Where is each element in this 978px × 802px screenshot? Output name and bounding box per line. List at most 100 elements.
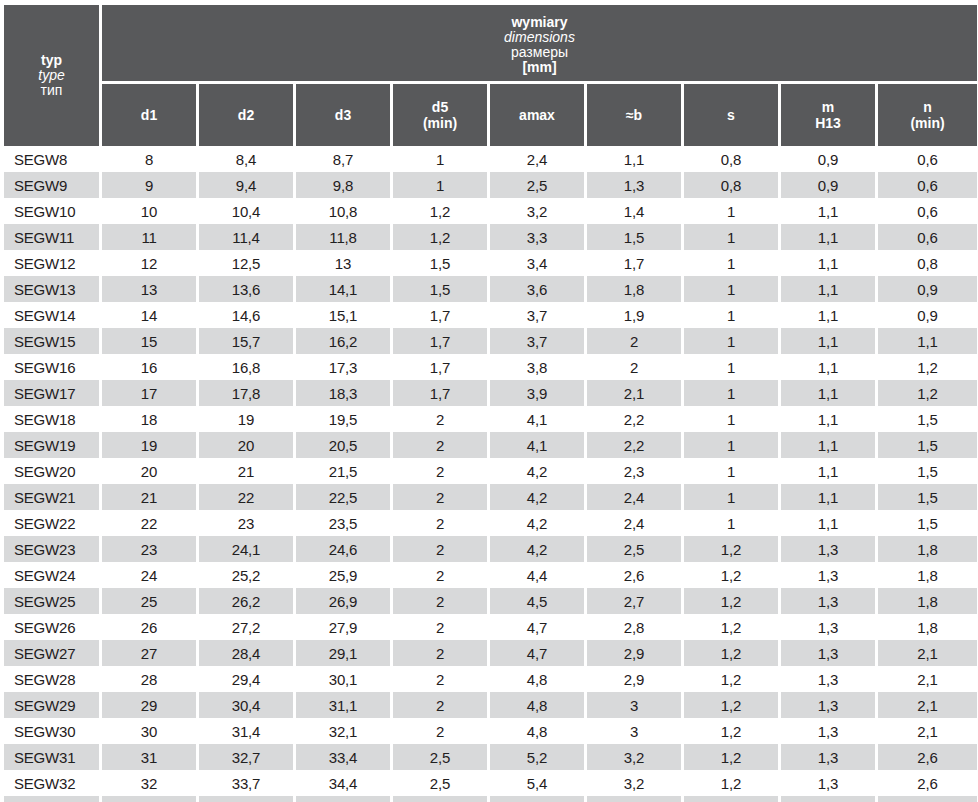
value-cell: 29,1: [293, 640, 390, 666]
value-cell: 1,5: [875, 432, 977, 458]
value-cell: 4,8: [487, 718, 584, 744]
value-cell: 21: [99, 484, 196, 510]
value-cell: 0,8: [681, 146, 778, 172]
value-cell: 1: [390, 172, 487, 198]
type-cell: SEGW14: [4, 302, 99, 328]
value-cell: 10,4: [196, 198, 293, 224]
type-cell: SEGW17: [4, 380, 99, 406]
value-cell: 25,9: [293, 562, 390, 588]
value-cell: 18: [99, 406, 196, 432]
value-cell: 1: [681, 458, 778, 484]
value-cell: 1,8: [875, 562, 977, 588]
value-cell: 1: [681, 510, 778, 536]
type-cell: SEGW32: [4, 770, 99, 796]
value-cell: 2: [390, 432, 487, 458]
value-cell: 1,7: [390, 302, 487, 328]
value-cell: 25,2: [196, 562, 293, 588]
value-cell: 1,1: [778, 406, 875, 432]
value-cell: 2,2: [584, 406, 681, 432]
value-cell: 2,8: [584, 614, 681, 640]
value-cell: 26,9: [293, 588, 390, 614]
value-cell: 1,1: [778, 432, 875, 458]
value-cell: 29,4: [196, 666, 293, 692]
type-cell: SEGW31: [4, 744, 99, 770]
value-cell: 1: [681, 406, 778, 432]
value-cell: 8,4: [196, 146, 293, 172]
column-header-line: d2: [199, 107, 293, 123]
type-cell: SEGW13: [4, 276, 99, 302]
value-cell: 0,6: [875, 224, 977, 250]
dimension-table-wrapper: typ type тип wymiary dimensions размеры …: [0, 0, 978, 802]
table-row: SEGW19192020,524,12,211,11,5: [4, 432, 977, 458]
value-cell: 2: [390, 536, 487, 562]
value-cell: 4,5: [487, 588, 584, 614]
value-cell: 33,4: [293, 744, 390, 770]
value-cell: 3,2: [584, 770, 681, 796]
value-cell: 2,6: [584, 562, 681, 588]
column-header-line: d5: [393, 99, 487, 115]
type-cell: SEGW8: [4, 146, 99, 172]
value-cell: 1,5: [390, 250, 487, 276]
value-cell: 20: [99, 458, 196, 484]
value-cell: 33,7: [196, 770, 293, 796]
value-cell: 1,8: [875, 588, 977, 614]
table-row: SEGW282829,430,124,82,91,21,32,1: [4, 666, 977, 692]
column-header-line: d3: [296, 107, 390, 123]
value-cell: 2,6: [875, 770, 977, 796]
value-cell: 1,2: [681, 536, 778, 562]
value-cell: 1: [681, 328, 778, 354]
table-row: SEGW111111,411,81,23,31,511,10,6: [4, 224, 977, 250]
value-cell: 1,1: [778, 484, 875, 510]
column-header-d3: d3: [293, 84, 390, 146]
value-cell: 13,6: [196, 276, 293, 302]
value-cell: 1,3: [778, 718, 875, 744]
value-cell: 2,1: [875, 640, 977, 666]
type-cell: SEGW15: [4, 328, 99, 354]
value-cell: 2,4: [584, 510, 681, 536]
type-cell: SEGW20: [4, 458, 99, 484]
value-cell: 1,2: [681, 614, 778, 640]
type-cell: SEGW12: [4, 250, 99, 276]
column-header-line: s: [684, 107, 778, 123]
column-header-line: m: [781, 99, 875, 115]
value-cell: 32,7: [196, 744, 293, 770]
value-cell: 2: [390, 562, 487, 588]
type-cell: SEGW11: [4, 224, 99, 250]
value-cell: 4,2: [487, 536, 584, 562]
value-cell: 20,5: [293, 432, 390, 458]
group-header-unit: [mm]: [102, 60, 977, 75]
value-cell: 5,2: [487, 744, 584, 770]
value-cell: 20: [196, 432, 293, 458]
value-cell: 31,4: [196, 718, 293, 744]
value-cell: 4,8: [487, 666, 584, 692]
value-cell: 24: [99, 562, 196, 588]
value-cell: 1,3: [778, 614, 875, 640]
value-cell: 3,3: [487, 224, 584, 250]
value-cell: 18,3: [293, 380, 390, 406]
column-header-s: s: [681, 84, 778, 146]
type-cell: SEGW18: [4, 406, 99, 432]
value-cell: 12,5: [196, 250, 293, 276]
column-header-d1: d1: [99, 84, 196, 146]
value-cell: 34,4: [293, 770, 390, 796]
value-cell: 2,6: [875, 744, 977, 770]
group-header-line-pl: wymiary: [102, 15, 977, 30]
value-cell: 2,1: [875, 718, 977, 744]
type-cell: SEGW28: [4, 666, 99, 692]
value-cell: 4,7: [487, 640, 584, 666]
value-cell: 1,3: [778, 640, 875, 666]
value-cell: 1,5: [390, 276, 487, 302]
column-header-b: ≈b: [584, 84, 681, 146]
corner-header-line-en: type: [4, 68, 99, 83]
value-cell: 22: [196, 484, 293, 510]
value-cell: 2,4: [487, 146, 584, 172]
table-row: SEGW252526,226,924,52,71,21,31,8: [4, 588, 977, 614]
value-cell: 2: [390, 484, 487, 510]
value-cell: 14,6: [196, 302, 293, 328]
value-cell: 1: [390, 146, 487, 172]
empty-cell: [293, 796, 390, 802]
table-row: SEGW292930,431,124,831,21,32,1: [4, 692, 977, 718]
value-cell: 3,9: [487, 380, 584, 406]
value-cell: 27: [99, 640, 196, 666]
value-cell: 1: [681, 276, 778, 302]
